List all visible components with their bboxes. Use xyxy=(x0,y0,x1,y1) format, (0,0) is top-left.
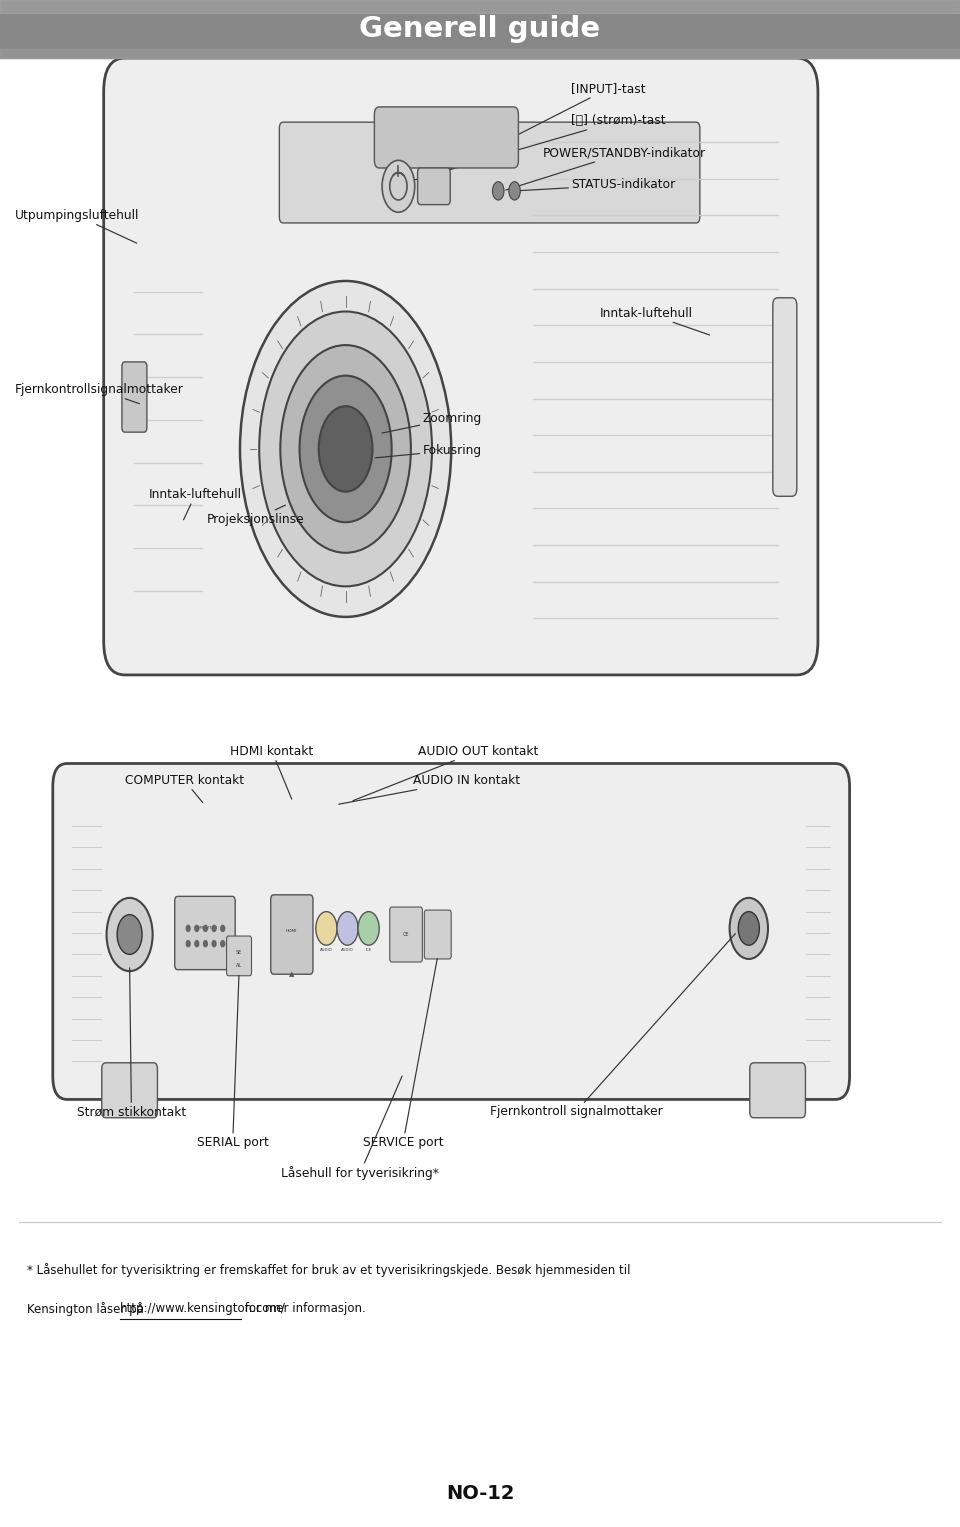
Text: AUDIO IN kontakt: AUDIO IN kontakt xyxy=(339,774,520,805)
FancyBboxPatch shape xyxy=(374,107,518,168)
Circle shape xyxy=(492,182,504,200)
Text: AL: AL xyxy=(236,962,242,968)
Circle shape xyxy=(259,312,432,586)
Text: ICE: ICE xyxy=(366,948,372,951)
Circle shape xyxy=(195,941,199,947)
Text: COMPUTER kontakt: COMPUTER kontakt xyxy=(125,774,244,803)
FancyBboxPatch shape xyxy=(122,362,147,432)
Circle shape xyxy=(337,912,358,945)
Text: Låsehull for tyverisikring*: Låsehull for tyverisikring* xyxy=(281,1077,439,1180)
FancyBboxPatch shape xyxy=(390,907,422,962)
Circle shape xyxy=(195,925,199,931)
Text: COMPUTER: COMPUTER xyxy=(193,927,218,930)
Circle shape xyxy=(300,376,392,522)
Circle shape xyxy=(240,281,451,617)
Circle shape xyxy=(204,925,207,931)
Circle shape xyxy=(730,898,768,959)
FancyBboxPatch shape xyxy=(418,168,450,205)
Text: Zoomring: Zoomring xyxy=(382,412,482,434)
Text: POWER/STANDBY-indikator: POWER/STANDBY-indikator xyxy=(506,147,706,189)
FancyBboxPatch shape xyxy=(175,896,235,970)
Text: HDMI: HDMI xyxy=(286,930,298,933)
Text: SE: SE xyxy=(236,950,242,956)
Text: ▲: ▲ xyxy=(289,971,295,977)
Circle shape xyxy=(212,941,216,947)
Circle shape xyxy=(186,941,190,947)
Circle shape xyxy=(358,912,379,945)
Circle shape xyxy=(509,182,520,200)
FancyBboxPatch shape xyxy=(424,910,451,959)
Text: Inntak-luftehull: Inntak-luftehull xyxy=(149,489,242,519)
Text: STATUS-indikator: STATUS-indikator xyxy=(518,179,676,191)
Text: AUDIO OUT kontakt: AUDIO OUT kontakt xyxy=(353,745,538,800)
Text: http://www.kensington.com/: http://www.kensington.com/ xyxy=(120,1303,286,1315)
Text: AUDIO: AUDIO xyxy=(341,948,354,951)
Text: Kensington låser på: Kensington låser på xyxy=(27,1301,148,1316)
Text: * Låsehullet for tyverisiktring er fremskaffet for bruk av et tyverisikringskjed: * Låsehullet for tyverisiktring er frems… xyxy=(27,1263,631,1278)
Bar xyxy=(0,0,960,58)
Circle shape xyxy=(319,406,372,492)
Text: Fokusring: Fokusring xyxy=(375,444,482,458)
FancyBboxPatch shape xyxy=(227,936,252,976)
Text: Inntak-luftehull: Inntak-luftehull xyxy=(600,307,709,334)
FancyBboxPatch shape xyxy=(279,122,700,223)
Text: [⏻] (strøm)-tast: [⏻] (strøm)-tast xyxy=(406,115,666,182)
Text: [INPUT]-tast: [INPUT]-tast xyxy=(425,82,646,182)
FancyBboxPatch shape xyxy=(53,764,850,1099)
Text: Fjernkontrollsignalmottaker: Fjernkontrollsignalmottaker xyxy=(14,383,183,403)
Text: NO-12: NO-12 xyxy=(445,1484,515,1503)
FancyBboxPatch shape xyxy=(102,1063,157,1118)
Circle shape xyxy=(221,941,225,947)
Text: AUDIO: AUDIO xyxy=(320,948,333,951)
Circle shape xyxy=(316,912,337,945)
Text: Utpumpingsluftehull: Utpumpingsluftehull xyxy=(14,209,139,243)
FancyBboxPatch shape xyxy=(104,58,818,675)
Text: SERVICE port: SERVICE port xyxy=(363,959,444,1148)
Text: Generell guide: Generell guide xyxy=(359,15,601,43)
Text: Fjernkontroll signalmottaker: Fjernkontroll signalmottaker xyxy=(490,933,735,1118)
Text: CE: CE xyxy=(403,931,409,938)
Circle shape xyxy=(204,941,207,947)
Circle shape xyxy=(186,925,190,931)
Bar xyxy=(0,49,960,58)
Bar xyxy=(0,0,960,12)
FancyBboxPatch shape xyxy=(750,1063,805,1118)
Circle shape xyxy=(221,925,225,931)
Circle shape xyxy=(738,912,759,945)
Circle shape xyxy=(117,915,142,954)
Circle shape xyxy=(382,160,415,212)
Text: for mer informasjon.: for mer informasjon. xyxy=(241,1303,366,1315)
Circle shape xyxy=(107,898,153,971)
Circle shape xyxy=(212,925,216,931)
FancyBboxPatch shape xyxy=(773,298,797,496)
Text: Projeksjonslinse: Projeksjonslinse xyxy=(206,505,304,525)
Text: Strøm stikkontakt: Strøm stikkontakt xyxy=(77,968,186,1118)
FancyBboxPatch shape xyxy=(271,895,313,974)
Circle shape xyxy=(280,345,411,553)
Text: SERIAL port: SERIAL port xyxy=(197,976,269,1148)
Text: HDMI kontakt: HDMI kontakt xyxy=(230,745,314,799)
